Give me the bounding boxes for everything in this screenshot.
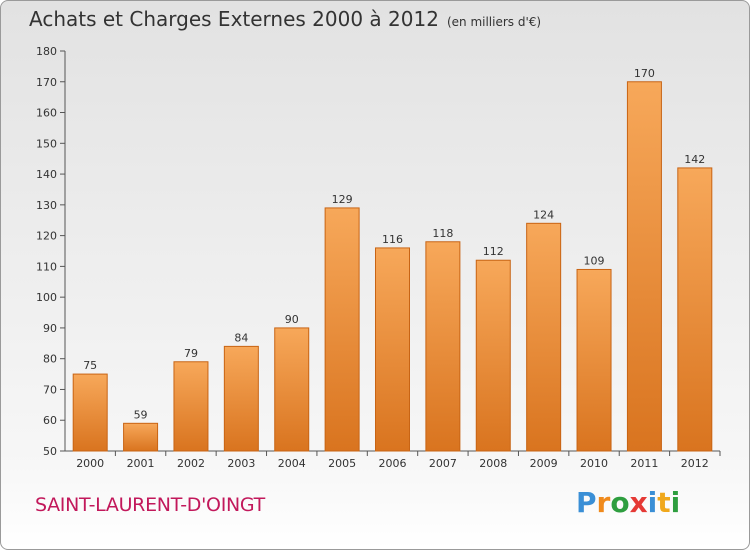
y-tick-label: 140 xyxy=(36,168,57,181)
y-tick-label: 160 xyxy=(36,107,57,120)
data-label: 116 xyxy=(382,233,403,246)
data-label: 118 xyxy=(432,227,453,240)
x-tick-label: 2005 xyxy=(328,457,356,470)
bar xyxy=(223,345,259,452)
y-tick-label: 50 xyxy=(43,445,57,458)
bar xyxy=(526,222,562,452)
bar xyxy=(425,241,461,452)
y-tick-label: 90 xyxy=(43,322,57,335)
bar xyxy=(677,167,713,452)
x-tick-label: 2002 xyxy=(177,457,205,470)
data-label: 109 xyxy=(584,254,605,267)
x-tick-label: 2008 xyxy=(479,457,507,470)
data-label: 142 xyxy=(684,153,705,166)
data-label: 90 xyxy=(285,313,299,326)
y-tick-label: 100 xyxy=(36,291,57,304)
logo-letter: o xyxy=(610,486,630,519)
x-tick-label: 2011 xyxy=(630,457,658,470)
logo-letter: x xyxy=(629,486,648,519)
logo-letter: t xyxy=(657,486,671,519)
proxiti-logo: Proxiti xyxy=(576,486,680,519)
bar xyxy=(324,207,360,452)
x-tick-label: 2006 xyxy=(379,457,407,470)
x-tick-label: 2010 xyxy=(580,457,608,470)
x-tick-label: 2001 xyxy=(127,457,155,470)
bar xyxy=(475,259,511,452)
data-label: 79 xyxy=(184,347,198,360)
chart-subtitle: (en milliers d'€) xyxy=(446,15,542,29)
bar xyxy=(576,268,612,452)
logo-letter: P xyxy=(576,486,597,519)
data-label: 75 xyxy=(83,359,97,372)
logo-letter: r xyxy=(596,486,611,519)
bar xyxy=(626,81,662,452)
data-label: 129 xyxy=(332,193,353,206)
data-label: 112 xyxy=(483,245,504,258)
data-label: 59 xyxy=(134,408,148,421)
bar xyxy=(274,327,310,452)
x-tick-label: 2012 xyxy=(681,457,709,470)
commune-name: SAINT-LAURENT-D'OINGT xyxy=(35,494,265,516)
y-tick-label: 70 xyxy=(43,383,57,396)
data-label: 124 xyxy=(533,208,554,221)
logo-letter: i xyxy=(647,486,658,519)
bar xyxy=(123,422,159,452)
y-tick-label: 120 xyxy=(36,230,57,243)
bar xyxy=(375,247,410,452)
y-tick-label: 150 xyxy=(36,137,57,150)
y-tick-label: 80 xyxy=(43,353,57,366)
data-label: 84 xyxy=(234,331,248,344)
logo-letter: i xyxy=(670,486,681,519)
x-tick-label: 2009 xyxy=(530,457,558,470)
bar xyxy=(173,361,209,452)
y-tick-label: 130 xyxy=(36,199,57,212)
y-tick-label: 60 xyxy=(43,414,57,427)
data-label: 170 xyxy=(634,67,655,80)
x-tick-label: 2003 xyxy=(227,457,255,470)
y-tick-label: 170 xyxy=(36,76,57,89)
bar xyxy=(72,373,108,452)
chart-title-text: Achats et Charges Externes 2000 à 2012 xyxy=(29,7,439,31)
x-tick-label: 2004 xyxy=(278,457,306,470)
y-tick-label: 180 xyxy=(36,45,57,58)
x-tick-label: 2000 xyxy=(76,457,104,470)
x-tick-label: 2007 xyxy=(429,457,457,470)
y-tick-label: 110 xyxy=(36,260,57,273)
chart-title: Achats et Charges Externes 2000 à 2012 (e… xyxy=(29,7,541,31)
